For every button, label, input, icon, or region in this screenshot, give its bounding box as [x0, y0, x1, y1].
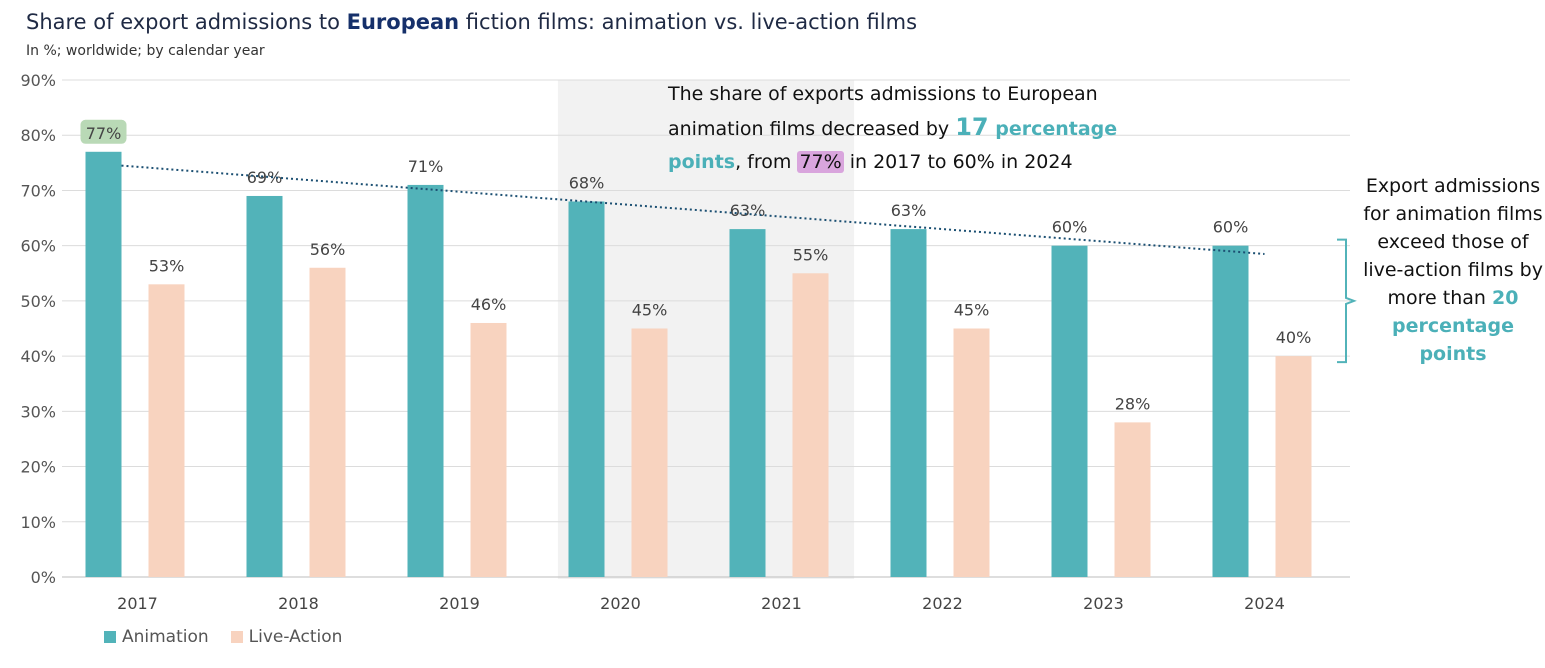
bar-live-action	[148, 284, 185, 577]
data-label-animation: 60%	[1052, 218, 1088, 237]
annotation-line-2: animation films decreased by 17 percenta…	[668, 111, 1138, 146]
data-label-live-action: 40%	[1276, 328, 1312, 347]
x-tick-label: 2021	[761, 594, 802, 613]
y-tick-label: 90%	[20, 71, 56, 90]
annotation-highlight-value: 77%	[797, 151, 844, 173]
decrease-annotation: The share of exports admissions to Europ…	[668, 78, 1138, 179]
x-tick-label: 2024	[1244, 594, 1285, 613]
annotation-text-e: in 2017 to 60% in 2024	[843, 151, 1073, 173]
legend-item-live-action: Live-Action	[230, 627, 343, 647]
x-tick-label: 2019	[439, 594, 480, 613]
bar-live-action	[953, 328, 990, 577]
bar-animation	[407, 184, 444, 577]
bar-animation	[85, 151, 122, 578]
gap-annotation-unit: percentage points	[1392, 315, 1514, 365]
data-label-animation: 63%	[891, 201, 927, 220]
legend-label-live-action: Live-Action	[248, 627, 343, 647]
annotation-text-a: animation films decreased by	[668, 118, 956, 140]
annotation-number: 17	[955, 113, 989, 141]
x-tick-label: 2018	[278, 594, 319, 613]
y-tick-label: 40%	[20, 347, 56, 366]
data-label-animation: 63%	[730, 201, 766, 220]
y-tick-label: 0%	[31, 568, 56, 587]
bar-live-action	[1114, 422, 1151, 577]
data-label-live-action: 45%	[954, 301, 990, 320]
bar-live-action	[1275, 356, 1312, 577]
x-tick-label: 2017	[117, 594, 158, 613]
legend-swatch-animation	[104, 631, 116, 643]
legend-swatch-live-action	[230, 631, 243, 643]
chart-subtitle: In %; worldwide; by calendar year	[26, 43, 265, 59]
title-highlight: European	[346, 10, 460, 34]
label-highlight	[80, 119, 127, 144]
legend-item-animation: Animation	[104, 627, 209, 647]
annotation-line-3: points, from 77% in 2017 to 60% in 2024	[668, 146, 1138, 179]
annotation-text-d: , from	[735, 151, 798, 173]
bar-animation	[1051, 245, 1088, 577]
data-label-animation: 69%	[247, 168, 283, 187]
bar-animation	[890, 229, 927, 577]
bar-live-action	[309, 267, 346, 577]
title-prefix: Share of export admissions to	[26, 10, 347, 34]
data-label-live-action: 28%	[1115, 394, 1151, 413]
bar-live-action	[631, 328, 668, 577]
annotation-unit-a: percentage	[988, 118, 1118, 140]
y-tick-label: 70%	[20, 181, 56, 200]
chart-legend: Animation Live-Action	[104, 627, 342, 647]
chart-title: Share of export admissions to European f…	[26, 10, 917, 34]
annotation-line-1: The share of exports admissions to Europ…	[668, 83, 1098, 105]
y-tick-label: 60%	[20, 237, 56, 256]
y-tick-label: 50%	[20, 292, 56, 311]
y-tick-label: 20%	[20, 458, 56, 477]
gap-bracket	[1337, 238, 1357, 364]
data-label-live-action: 55%	[793, 245, 829, 264]
bar-live-action	[470, 322, 507, 577]
data-label-animation: 77%	[86, 124, 122, 143]
data-label-animation: 68%	[569, 173, 605, 192]
x-tick-label: 2023	[1083, 594, 1124, 613]
gap-annotation-text: Export admissions for animation films ex…	[1363, 175, 1543, 309]
data-label-animation: 71%	[408, 157, 444, 176]
bar-animation	[1212, 245, 1249, 577]
data-label-live-action: 56%	[310, 240, 346, 259]
x-tick-label: 2022	[922, 594, 963, 613]
gap-annotation-number: 20	[1492, 287, 1519, 309]
x-tick-label: 2020	[600, 594, 641, 613]
y-tick-label: 10%	[20, 513, 56, 532]
y-tick-label: 80%	[20, 126, 56, 145]
bar-animation	[246, 195, 283, 577]
bar-animation	[568, 201, 605, 577]
data-label-animation: 60%	[1213, 218, 1249, 237]
legend-label-animation: Animation	[122, 627, 209, 647]
trendline-animation	[121, 164, 1265, 255]
y-tick-label: 30%	[20, 402, 56, 421]
data-label-live-action: 45%	[632, 301, 668, 320]
annotation-unit-b: points	[668, 151, 736, 173]
bar-animation	[729, 229, 766, 577]
data-label-live-action: 53%	[149, 256, 185, 275]
title-suffix: fiction films: animation vs. live-action…	[459, 10, 918, 34]
bar-live-action	[792, 273, 829, 577]
gap-annotation: Export admissions for animation films ex…	[1360, 172, 1545, 368]
data-label-live-action: 46%	[471, 295, 507, 314]
